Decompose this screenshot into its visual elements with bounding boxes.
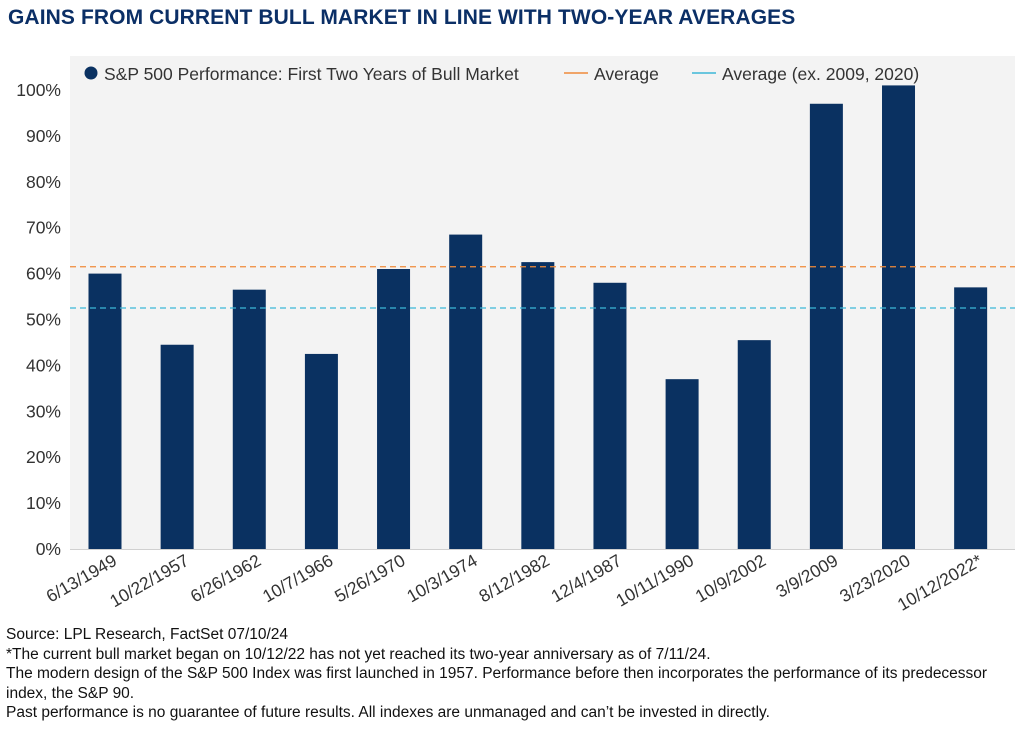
footnotes: Source: LPL Research, FactSet 07/10/24 *… <box>6 625 1016 723</box>
x-tick-label: 3/9/2009 <box>772 550 841 601</box>
x-tick-label: 10/11/1990 <box>612 550 697 611</box>
y-tick-label: 20% <box>26 447 61 467</box>
x-tick-label: 10/7/1966 <box>259 550 336 606</box>
y-tick-label: 100% <box>16 80 61 100</box>
bar <box>377 269 411 549</box>
y-tick-label: 30% <box>26 401 61 421</box>
legend-label-bars: S&P 500 Performance: First Two Years of … <box>104 64 519 84</box>
x-axis: 6/13/194910/22/19576/26/196210/7/19665/2… <box>43 549 1015 615</box>
y-tick-label: 90% <box>26 126 61 146</box>
bars <box>88 85 988 550</box>
y-axis: 0% 10% 20% 30% 40% 50% 60% 70% 80% 90% 100% <box>16 80 61 559</box>
y-tick-label: 40% <box>26 355 61 375</box>
y-tick-label: 0% <box>36 539 61 559</box>
x-tick-label: 12/4/1987 <box>548 550 625 606</box>
y-tick-label: 10% <box>26 493 61 513</box>
y-tick-label: 50% <box>26 310 61 330</box>
legend-marker-bars <box>84 66 98 80</box>
bar <box>809 103 843 550</box>
y-tick-label: 60% <box>26 264 61 284</box>
x-tick-label: 5/26/1970 <box>331 550 409 606</box>
bar <box>593 282 627 549</box>
bar <box>737 340 771 549</box>
bar <box>304 353 338 549</box>
bar <box>449 234 483 549</box>
bar <box>521 262 555 549</box>
footnote-current-bull: *The current bull market began on 10/12/… <box>6 645 711 663</box>
legend-label-average: Average <box>594 64 659 84</box>
y-tick-label: 80% <box>26 172 61 192</box>
chart-title: GAINS FROM CURRENT BULL MARKET IN LINE W… <box>8 6 796 29</box>
bar <box>665 379 699 549</box>
bar <box>232 289 266 549</box>
bar <box>882 85 916 549</box>
x-tick-label: 6/26/1962 <box>187 550 264 606</box>
x-tick-label: 10/22/1957 <box>106 550 192 611</box>
x-tick-label: 8/12/1982 <box>475 550 552 606</box>
reference-lines <box>70 266 1015 309</box>
footnote-disclaimer: Past performance is no guarantee of futu… <box>6 704 770 721</box>
bar <box>160 344 194 549</box>
source-note: Source: LPL Research, FactSet 07/10/24 <box>6 626 289 643</box>
y-tick-label: 70% <box>26 218 61 238</box>
legend-label-average-ex: Average (ex. 2009, 2020) <box>722 64 919 84</box>
x-tick-label: 10/3/1974 <box>403 550 481 606</box>
footnote-index-design: The modern design of the S&P 500 Index w… <box>6 665 988 702</box>
legend: S&P 500 Performance: First Two Years of … <box>84 64 919 84</box>
bar <box>954 287 988 549</box>
bar <box>88 273 122 549</box>
bar-chart: S&P 500 Performance: First Two Years of … <box>16 64 1015 615</box>
x-tick-label: 10/9/2002 <box>692 550 769 606</box>
